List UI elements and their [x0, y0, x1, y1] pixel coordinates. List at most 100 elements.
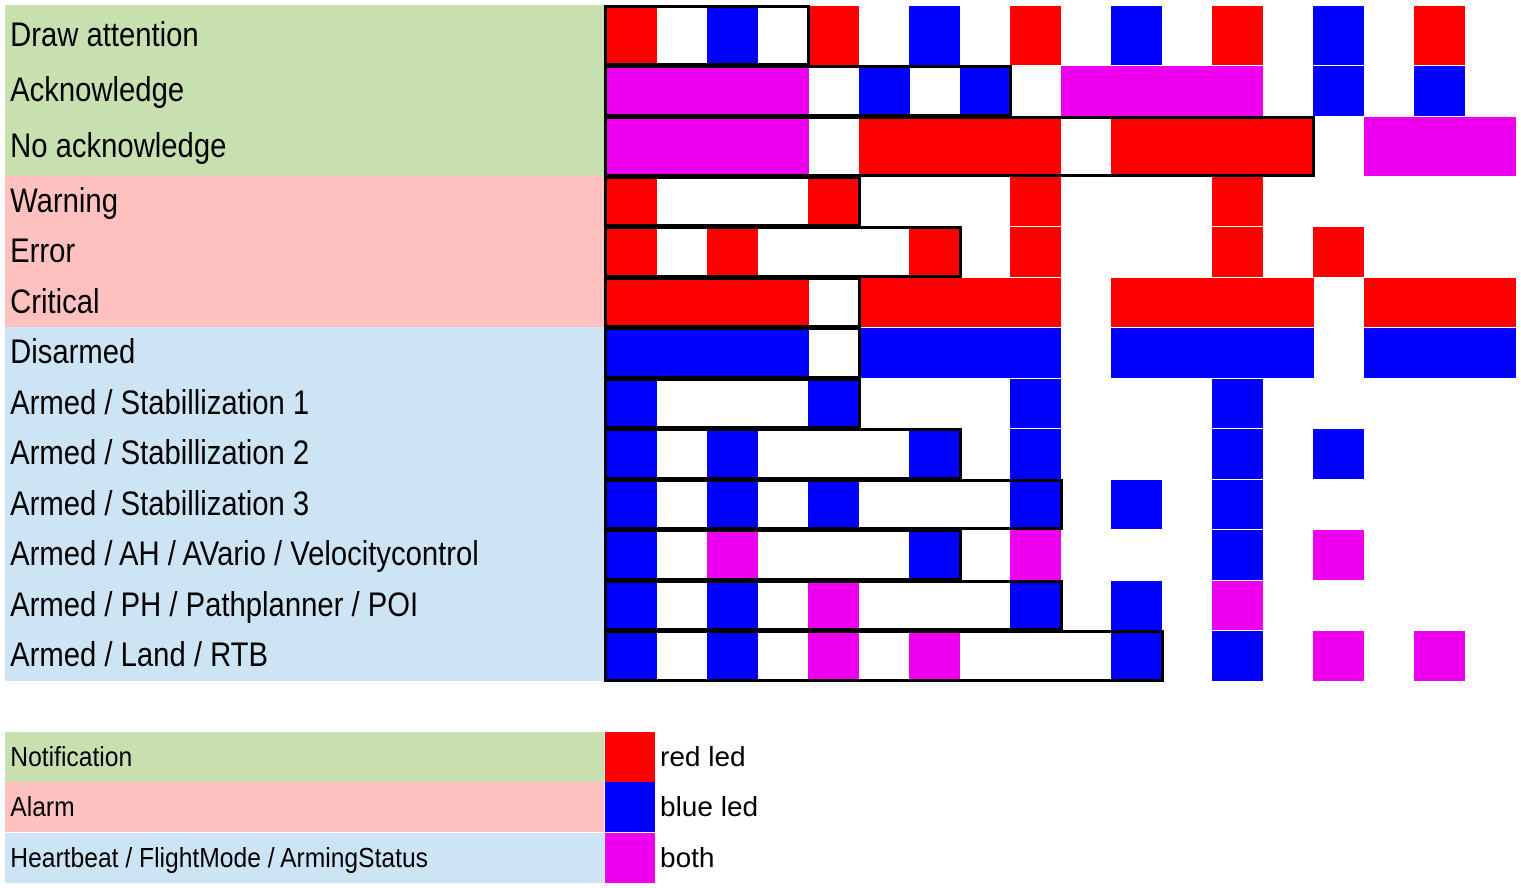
pattern-cell: [1161, 328, 1213, 378]
pattern-cell: [1212, 328, 1263, 378]
pattern-cell: [1212, 227, 1263, 277]
cycle-frame: [604, 5, 810, 66]
pattern-cell: [707, 117, 758, 176]
pattern-cell: [909, 227, 960, 277]
pattern-cell: [1262, 117, 1314, 176]
row-label: Error: [5, 226, 604, 277]
pattern-cell: [1111, 278, 1162, 327]
pattern-cell: [1212, 581, 1263, 630]
row-label: Disarmed: [5, 327, 604, 378]
pattern-cell: [707, 530, 758, 580]
pattern-cell: [1414, 328, 1465, 378]
pattern-cell: [656, 117, 708, 176]
pattern-cell: [707, 6, 758, 65]
legend-swatch-label: red led: [660, 741, 746, 772]
pattern-cell: [1313, 631, 1364, 681]
pattern-cell: [1212, 379, 1263, 428]
pattern-cell: [1414, 117, 1465, 176]
pattern-cell: [606, 66, 657, 116]
cycle-frame: [604, 277, 861, 328]
cycle-frame: [604, 529, 962, 581]
cycle-frame: [604, 116, 1315, 177]
pattern-cell: [707, 480, 758, 529]
pattern-cell: [1363, 117, 1415, 176]
pattern-cell: [1313, 227, 1364, 277]
pattern-cell: [808, 631, 859, 681]
pattern-cell: [808, 379, 859, 428]
legend-swatch-label: blue led: [660, 791, 759, 822]
pattern-cell: [1212, 429, 1263, 479]
pattern-cell: [959, 278, 1011, 327]
pattern-cell: [606, 581, 657, 630]
legend-category-alarm: Alarm: [5, 782, 604, 832]
pattern-cell: [757, 278, 809, 327]
pattern-cell: [808, 581, 859, 630]
pattern-cell: [1010, 581, 1061, 630]
pattern-cell: [1010, 177, 1061, 226]
pattern-cell: [1010, 278, 1061, 327]
pattern-cell: [1060, 66, 1112, 116]
pattern-cell: [1010, 480, 1061, 529]
pattern-cell: [707, 278, 758, 327]
pattern-cell: [1464, 117, 1516, 176]
cycle-frame: [604, 479, 1063, 530]
cycle-frame: [604, 327, 861, 379]
pattern-cell: [606, 379, 657, 428]
pattern-cell: [808, 177, 859, 226]
legend-swatch-red: [605, 732, 655, 782]
pattern-cell: [1414, 631, 1465, 681]
pattern-cell: [606, 631, 657, 681]
pattern-cell: [656, 328, 708, 378]
legend-category-status: Heartbeat / FlightMode / ArmingStatus: [5, 833, 604, 883]
pattern-cell: [1212, 480, 1263, 529]
pattern-cell: [909, 6, 960, 65]
pattern-cell: [1212, 177, 1263, 226]
pattern-cell: [909, 278, 960, 327]
pattern-cell: [1464, 278, 1516, 327]
pattern-cell: [1010, 6, 1061, 65]
pattern-cell: [707, 581, 758, 630]
pattern-cell: [1010, 227, 1061, 277]
pattern-cell: [606, 117, 657, 176]
pattern-cell: [606, 480, 657, 529]
pattern-cell: [1414, 278, 1465, 327]
pattern-cell: [606, 328, 657, 378]
pattern-cell: [707, 429, 758, 479]
pattern-cell: [1313, 66, 1364, 116]
pattern-cell: [1111, 117, 1162, 176]
cycle-frame: [604, 65, 1012, 117]
pattern-cell: [1111, 328, 1162, 378]
pattern-cell: [606, 6, 657, 65]
pattern-cell: [1010, 530, 1061, 580]
pattern-cell: [1212, 6, 1263, 65]
pattern-cell: [1313, 429, 1364, 479]
legend-swatch-label: both: [660, 842, 715, 873]
pattern-cell: [909, 631, 960, 681]
pattern-cell: [1212, 530, 1263, 580]
pattern-cell: [606, 530, 657, 580]
row-label: Critical: [5, 277, 604, 327]
pattern-cell: [1212, 117, 1263, 176]
pattern-cell: [959, 328, 1011, 378]
pattern-cell: [858, 278, 910, 327]
pattern-cell: [1010, 328, 1061, 378]
row-label: Armed / AH / AVario / Velocitycontrol: [5, 529, 604, 580]
row-label: Armed / Land / RTB: [5, 630, 604, 681]
pattern-cell: [959, 66, 1011, 116]
pattern-cell: [959, 117, 1011, 176]
pattern-cell: [757, 66, 809, 116]
pattern-cell: [1111, 631, 1162, 681]
pattern-cell: [909, 328, 960, 378]
pattern-cell: [757, 328, 809, 378]
row-label: Armed / PH / Pathplanner / POI: [5, 580, 604, 630]
pattern-cell: [707, 328, 758, 378]
pattern-cell: [606, 278, 657, 327]
pattern-cell: [1161, 278, 1213, 327]
pattern-cell: [808, 6, 859, 65]
pattern-cell: [858, 117, 910, 176]
pattern-cell: [606, 429, 657, 479]
pattern-cell: [909, 117, 960, 176]
row-label: Armed / Stabillization 1: [5, 378, 604, 428]
pattern-cell: [909, 530, 960, 580]
